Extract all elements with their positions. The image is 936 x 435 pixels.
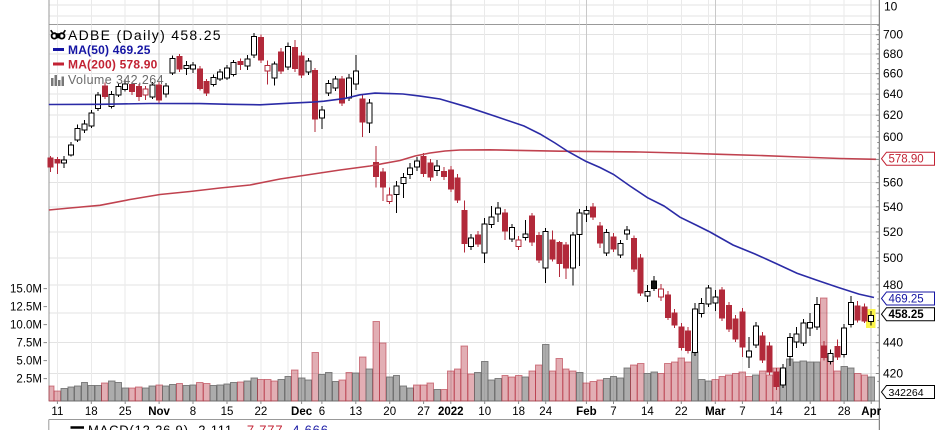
svg-text:560: 560 (883, 176, 903, 190)
svg-text:22: 22 (255, 406, 268, 418)
svg-text:MACD(12,26,9) -2.111, -7.777,: MACD(12,26,9) -2.111, -7.777, 4.666 (88, 423, 329, 431)
svg-text:20: 20 (383, 406, 396, 418)
svg-text:Nov: Nov (148, 406, 170, 418)
svg-text:15: 15 (221, 406, 234, 418)
svg-text:7: 7 (739, 406, 745, 418)
svg-text:13: 13 (349, 406, 362, 418)
svg-text:10: 10 (884, 0, 898, 14)
svg-text:Mar: Mar (705, 406, 726, 418)
svg-text:640: 640 (883, 87, 903, 101)
svg-text:Apr: Apr (861, 406, 881, 418)
svg-text:680: 680 (883, 47, 903, 61)
svg-text:7: 7 (610, 406, 616, 418)
svg-text:469.25: 469.25 (889, 294, 924, 306)
svg-text:5.0M: 5.0M (16, 356, 42, 368)
svg-text:14: 14 (770, 406, 783, 418)
svg-text:22: 22 (675, 406, 688, 418)
svg-text:540: 540 (883, 200, 903, 214)
svg-text:Volume 342,264: Volume 342,264 (68, 73, 164, 87)
svg-text:440: 440 (883, 336, 903, 350)
svg-text:28: 28 (838, 406, 851, 418)
svg-text:MA(200) 578.90: MA(200) 578.90 (68, 58, 158, 72)
svg-text:25: 25 (119, 406, 132, 418)
svg-text:18: 18 (85, 406, 98, 418)
svg-text:10.0M: 10.0M (10, 320, 42, 332)
svg-text:620: 620 (883, 108, 903, 122)
svg-text:11: 11 (51, 406, 63, 418)
svg-text:2.5M: 2.5M (16, 374, 42, 386)
svg-text:6: 6 (319, 406, 325, 418)
svg-text:10: 10 (478, 406, 491, 418)
svg-text:520: 520 (883, 225, 903, 239)
svg-text:578.90: 578.90 (889, 154, 924, 166)
svg-text:480: 480 (883, 278, 903, 292)
svg-text:2022: 2022 (438, 406, 464, 418)
svg-text:18: 18 (512, 406, 525, 418)
svg-text:420: 420 (883, 367, 903, 381)
svg-text:660: 660 (883, 67, 903, 81)
svg-text:7.5M: 7.5M (16, 338, 42, 350)
svg-text:Feb: Feb (576, 406, 596, 418)
svg-text:458.25: 458.25 (889, 309, 925, 321)
svg-text:14: 14 (641, 406, 654, 418)
svg-text:Dec: Dec (291, 406, 313, 418)
svg-text:15.0M: 15.0M (10, 284, 42, 296)
svg-text:21: 21 (804, 406, 817, 418)
svg-text:24: 24 (539, 406, 552, 418)
svg-text:ADBE (Daily) 458.25: ADBE (Daily) 458.25 (68, 27, 222, 43)
svg-text:600: 600 (883, 130, 903, 144)
svg-text:500: 500 (883, 251, 903, 265)
svg-text:8: 8 (190, 406, 196, 418)
svg-text:MA(50) 469.25: MA(50) 469.25 (68, 43, 151, 57)
svg-text:700: 700 (883, 28, 903, 42)
svg-text:342264: 342264 (889, 387, 924, 399)
svg-text:27: 27 (417, 406, 430, 418)
svg-text:12.5M: 12.5M (10, 302, 42, 314)
